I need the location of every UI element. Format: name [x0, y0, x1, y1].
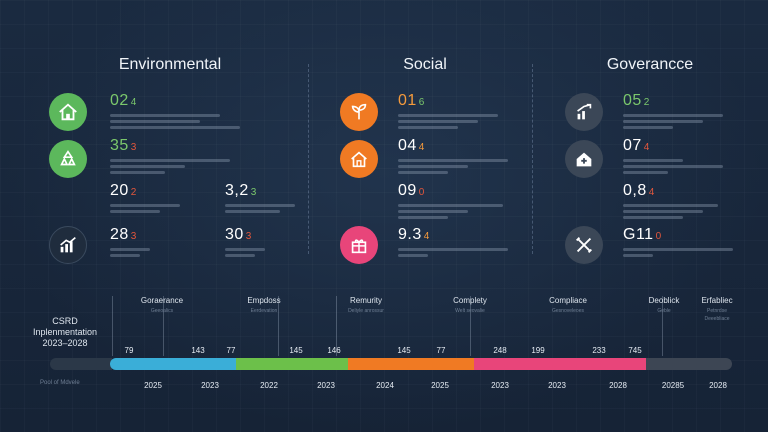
governance-panel: Goverancce 05 2 07 4 0,8 4 G11 0	[545, 40, 755, 264]
gov-metric-2: 07 4	[623, 137, 723, 177]
timeline-number: 145	[289, 346, 303, 355]
chart-up-icon[interactable]	[565, 93, 603, 131]
timeline-year: 2023	[491, 381, 509, 390]
timeline-year: 2023	[317, 381, 335, 390]
timeline-number: 199	[531, 346, 545, 355]
timeline-marker	[336, 296, 337, 356]
social-title: Social	[403, 56, 447, 73]
gov-metric-4: G11 0	[623, 226, 733, 260]
env-metric-5: 28 3	[110, 226, 150, 260]
timeline-number: 145	[397, 346, 411, 355]
timeline-number: 79	[124, 346, 134, 355]
timeline-number: 745	[628, 346, 642, 355]
timeline-segment-pink[interactable]	[474, 358, 648, 370]
timeline-number: 248	[493, 346, 507, 355]
gov-metric-3: 0,8 4	[623, 182, 718, 222]
timeline-number: 77	[226, 346, 236, 355]
panel-divider	[308, 64, 309, 254]
house-icon[interactable]	[49, 93, 87, 131]
timeline-year: 2028	[709, 381, 727, 390]
timeline-marker	[278, 296, 279, 356]
timeline-number: 77	[436, 346, 446, 355]
env-metric-4: 3,2 3	[225, 182, 295, 216]
recycle-icon[interactable]	[49, 140, 87, 178]
timeline-marker	[662, 296, 663, 356]
timeline-segment-teal[interactable]	[110, 358, 238, 370]
timeline-marker	[470, 296, 471, 356]
env-metric-1: 02 4	[110, 92, 240, 132]
sprout-icon[interactable]	[340, 93, 378, 131]
timeline-year: 2025	[431, 381, 449, 390]
timeline-phase[interactable]: Empdoss Eerdevation	[247, 296, 281, 314]
tools-icon[interactable]	[565, 226, 603, 264]
house-icon[interactable]	[340, 140, 378, 178]
timeline-marker	[163, 296, 164, 356]
timeline-phase[interactable]: Deoblick Geble	[648, 296, 680, 314]
timeline-track	[50, 358, 112, 370]
timeline-year: 2024	[376, 381, 394, 390]
timeline-number: 146	[327, 346, 341, 355]
gift-icon[interactable]	[340, 226, 378, 264]
timeline-segment-orange[interactable]	[348, 358, 476, 370]
social-metric-2: 04 4	[398, 137, 508, 177]
chart-up-icon[interactable]	[49, 226, 87, 264]
timeline-number: 143	[191, 346, 205, 355]
env-metric-3: 20 2	[110, 182, 180, 216]
timeline-phase[interactable]: Erfabliec Petnrdse Deeebliace	[701, 296, 733, 322]
social-metric-4: 9.3 4	[398, 226, 508, 260]
panel-divider	[532, 64, 533, 254]
timeline-year: 2022	[260, 381, 278, 390]
timeline-segment-green[interactable]	[236, 358, 350, 370]
env-metric-6: 30 3	[225, 226, 265, 260]
timeline-year: 20285	[661, 381, 685, 390]
timeline-year: 2028	[609, 381, 627, 390]
social-metric-3: 09 0	[398, 182, 503, 222]
timeline-phase[interactable]: Complety Welt seovalie	[453, 296, 487, 314]
timeline-marker	[112, 296, 113, 356]
house-plus-icon[interactable]	[565, 140, 603, 178]
timeline-year: 2023	[201, 381, 219, 390]
timeline-phase[interactable]: Goraerance Geeoalics	[140, 296, 184, 314]
timeline-number: 233	[592, 346, 606, 355]
social-metric-1: 01 6	[398, 92, 498, 132]
timeline-phase[interactable]: Remurity Deliyle anrossur	[348, 296, 384, 314]
governance-title: Goverancce	[606, 56, 694, 73]
environmental-title: Environmental	[118, 56, 222, 73]
gov-metric-1: 05 2	[623, 92, 723, 132]
environmental-panel: Environmental 02 4 35 3 20 2 3,2 3 28 3 30 3	[20, 40, 320, 264]
timeline-year: 2023	[548, 381, 566, 390]
social-panel: Social 01 6 04 4 09 0 9.3 4	[320, 40, 530, 264]
env-metric-2: 35 3	[110, 137, 230, 177]
timeline-title: CSRD Inplenmentation 2023–2028	[32, 316, 98, 348]
timeline-year: 2025	[144, 381, 162, 390]
timeline-phase[interactable]: Compliace Gesnoveleoes	[549, 296, 587, 314]
timeline-segment-gray[interactable]	[646, 358, 732, 370]
timeline-footnote: Pool of Mdvele	[40, 380, 80, 386]
